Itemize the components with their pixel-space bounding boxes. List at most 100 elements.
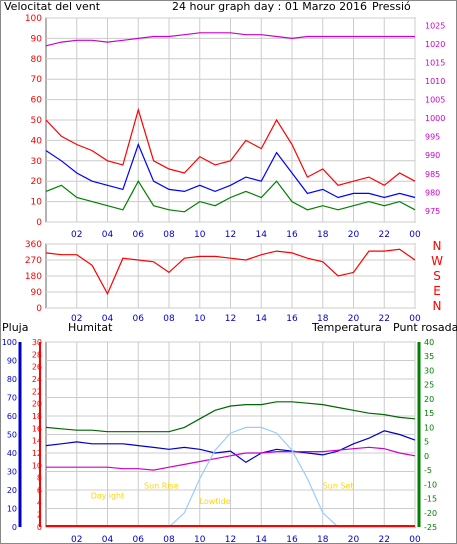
temperature-tick-label: 15 — [424, 409, 434, 418]
x-tick-label: 04 — [102, 314, 114, 324]
x-tick-label: 08 — [163, 230, 175, 240]
right-tick-label: 990 — [425, 151, 440, 160]
left-tick-label: 50 — [31, 116, 43, 126]
humidity-tick-label: 20 — [7, 486, 17, 495]
left-tick-label: 0 — [36, 218, 42, 228]
rain-humidity-temp-panel: 0102030405060708090100024681012141618202… — [2, 338, 437, 544]
left-tick-label: 80 — [31, 55, 43, 65]
rain-label: Pluja — [2, 321, 28, 334]
x-tick-label: 20 — [348, 535, 360, 544]
x-tick-label: 18 — [317, 535, 329, 544]
rain-tick-label: 18 — [32, 412, 42, 421]
left-tick-label: 70 — [31, 75, 43, 85]
right-tick-label: 980 — [425, 188, 440, 197]
temperature-tick-label: 40 — [424, 338, 434, 347]
pressure-label: Pressió — [372, 0, 411, 13]
x-tick-label: 12 — [225, 314, 236, 324]
rain-tick-label: 26 — [32, 363, 42, 372]
x-tick-label: 22 — [379, 230, 390, 240]
humidity-tick-label: 40 — [7, 449, 17, 458]
x-tick-label: 12 — [225, 230, 236, 240]
x-tick-label: 00 — [409, 230, 421, 240]
humidity-tick-label: 10 — [7, 505, 17, 514]
right-tick-label: 1010 — [425, 77, 445, 86]
x-tick-label: 00 — [409, 535, 421, 544]
rain-tick-label: 24 — [32, 375, 42, 384]
compass-label: N — [433, 239, 442, 253]
temperature-tick-label: 5 — [424, 438, 429, 447]
right-tick-label: 1000 — [425, 114, 445, 123]
series-line-dewpoint — [46, 446, 416, 471]
series-line-low — [45, 180, 416, 213]
humidity-tick-label: 70 — [7, 394, 17, 403]
series-line-direction — [45, 248, 416, 296]
rain-tick-label: 10 — [32, 461, 42, 470]
left-tick-label: 10 — [31, 198, 43, 208]
x-tick-label: 08 — [163, 535, 175, 544]
annotation-label: Sun Rise — [144, 482, 179, 491]
humidity-tick-label: 80 — [7, 375, 17, 384]
dewpoint-label: Punt rosada — [393, 321, 457, 334]
temperature-tick-label: 0 — [424, 452, 429, 461]
x-tick-label: 20 — [348, 230, 360, 240]
x-tick-label: 16 — [286, 230, 298, 240]
series-line-gust — [45, 107, 416, 187]
x-tick-label: 02 — [71, 314, 82, 324]
right-tick-label: 995 — [425, 133, 440, 142]
temperature-tick-label: 10 — [424, 423, 434, 432]
x-tick-label: 02 — [71, 230, 82, 240]
x-tick-label: 04 — [102, 535, 114, 544]
rain-tick-label: 0 — [37, 523, 42, 532]
x-tick-label: 14 — [256, 314, 268, 324]
series-line-avg — [45, 142, 416, 199]
x-tick-label: 22 — [379, 314, 390, 324]
humidity-tick-label: 30 — [7, 468, 17, 477]
rain-tick-label: 14 — [32, 437, 42, 446]
direction-tick-label: 270 — [25, 256, 42, 266]
x-tick-label: 06 — [133, 314, 145, 324]
x-tick-label: 10 — [194, 314, 206, 324]
left-tick-label: 90 — [31, 34, 43, 44]
left-tick-label: 40 — [31, 136, 43, 146]
right-tick-label: 985 — [425, 170, 440, 179]
right-tick-label: 1015 — [425, 59, 445, 68]
x-tick-label: 02 — [71, 535, 82, 544]
x-tick-label: 16 — [286, 535, 298, 544]
compass-label: S — [433, 269, 441, 283]
x-tick-label: 14 — [256, 230, 268, 240]
right-tick-label: 1020 — [425, 40, 445, 49]
left-tick-label: 100 — [25, 14, 42, 24]
humidity-tick-label: 100 — [2, 338, 17, 347]
x-tick-label: 12 — [225, 535, 236, 544]
series-line-temperature — [45, 401, 416, 433]
direction-tick-label: 180 — [25, 272, 42, 282]
humidity-tick-label: 50 — [7, 431, 17, 440]
x-tick-label: 10 — [194, 230, 206, 240]
direction-tick-label: 90 — [31, 288, 43, 298]
x-tick-label: 18 — [317, 230, 329, 240]
series-line-pressure — [45, 32, 415, 47]
right-tick-label: 975 — [425, 207, 440, 216]
temperature-tick-label: -20 — [424, 509, 437, 518]
temperature-tick-label: -5 — [424, 466, 432, 475]
temperature-tick-label: 30 — [424, 366, 434, 375]
temperature-tick-label: -10 — [424, 480, 437, 489]
temperature-tick-label: -25 — [424, 523, 437, 532]
x-tick-label: 18 — [317, 314, 329, 324]
rain-tick-label: 16 — [32, 424, 42, 433]
x-tick-label: 04 — [102, 230, 114, 240]
x-tick-label: 22 — [379, 535, 390, 544]
humidity-tick-label: 0 — [12, 523, 17, 532]
left-tick-label: 30 — [31, 157, 43, 167]
x-tick-label: 20 — [348, 314, 360, 324]
x-tick-label: 06 — [133, 535, 145, 544]
rain-tick-label: 12 — [32, 449, 42, 458]
rain-tick-label: 28 — [32, 350, 42, 359]
temperature-tick-label: 35 — [424, 352, 434, 361]
series-line-humidity — [45, 430, 416, 464]
annotation-label: Lowtide — [200, 497, 231, 506]
chart-title: 24 hour graph day : 01 Marzo 2016 — [172, 0, 367, 13]
x-tick-label: 16 — [286, 314, 298, 324]
temperature-tick-label: 25 — [424, 381, 434, 390]
